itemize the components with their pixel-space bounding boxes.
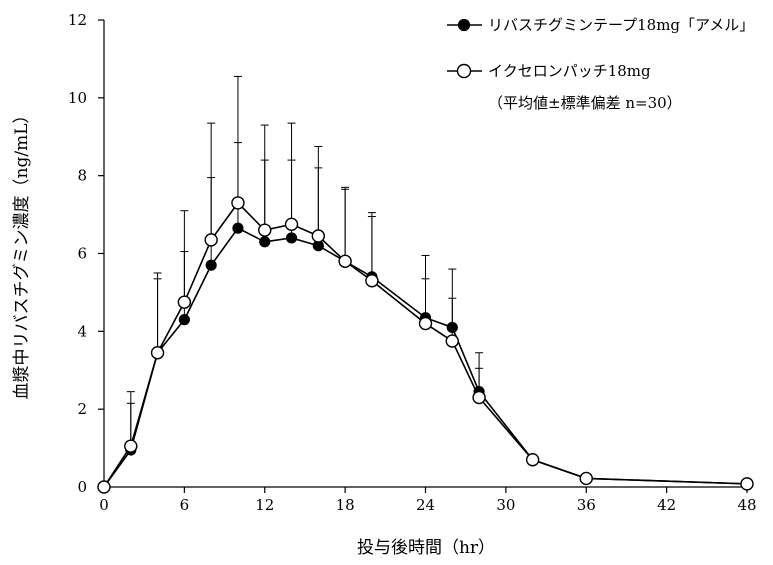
data-point-series-2 [525, 453, 540, 467]
data-point-series-2 [258, 223, 272, 237]
y-tick-label: 4 [77, 322, 87, 340]
data-point-series-2 [150, 346, 165, 360]
error-bars [126, 75, 484, 451]
data-point-series-1 [446, 321, 458, 334]
data-point-series-2 [472, 390, 486, 405]
legend-marker-series-1 [457, 18, 471, 32]
data-point-series-2 [365, 274, 379, 288]
y-axis-title: 血漿中リバスチグミン濃度（ng/mL） [12, 107, 32, 400]
data-point-series-2 [418, 316, 433, 331]
x-tick-label: 18 [336, 496, 355, 514]
series-points [97, 196, 754, 494]
data-point-series-2 [124, 439, 138, 453]
x-tick-label: 48 [737, 496, 756, 514]
data-point-series-1 [232, 222, 244, 234]
legend: リバスチグミンテープ18mg「アメル」 イクセロンパッチ18mg （平均値±標準… [447, 16, 754, 112]
y-tick-label: 10 [68, 89, 87, 107]
legend-label-series-1: リバスチグミンテープ18mg「アメル」 [488, 16, 754, 34]
data-point-series-2 [177, 295, 192, 309]
x-tick-label: 42 [657, 496, 676, 514]
series-line-2 [103, 201, 748, 488]
y-tick-label: 8 [77, 167, 87, 185]
data-point-series-1 [205, 259, 217, 271]
data-point-series-2 [284, 217, 299, 232]
data-point-series-1 [285, 232, 298, 244]
data-point-series-2 [311, 229, 326, 243]
data-point-series-2 [204, 233, 218, 247]
y-tick-label: 6 [77, 245, 87, 263]
data-point-series-1 [178, 314, 190, 326]
y-tick-label: 0 [77, 478, 87, 496]
x-tick-label: 36 [577, 496, 596, 514]
data-point-series-2 [445, 334, 459, 348]
legend-marker-series-2 [456, 63, 472, 79]
legend-note: （平均値±標準偏差 n=30） [488, 94, 682, 112]
series-lines [103, 201, 748, 488]
data-point-series-2 [97, 480, 111, 494]
x-tick-label: 30 [496, 496, 515, 514]
y-tick-label: 12 [68, 11, 87, 29]
data-point-series-2 [231, 196, 245, 210]
x-tick-label: 24 [416, 496, 435, 514]
x-tick-label: 6 [180, 496, 190, 514]
data-point-series-2 [579, 471, 593, 486]
x-tick-label: 12 [255, 496, 274, 514]
data-point-series-2 [338, 254, 352, 268]
x-tick-label: 0 [99, 496, 109, 514]
x-axis-title: 投与後時間（hr） [357, 538, 495, 558]
y-tick-label: 2 [77, 400, 87, 418]
data-point-series-1 [259, 236, 271, 248]
legend-label-series-2: イクセロンパッチ18mg [488, 62, 651, 80]
data-point-series-2 [740, 477, 754, 491]
